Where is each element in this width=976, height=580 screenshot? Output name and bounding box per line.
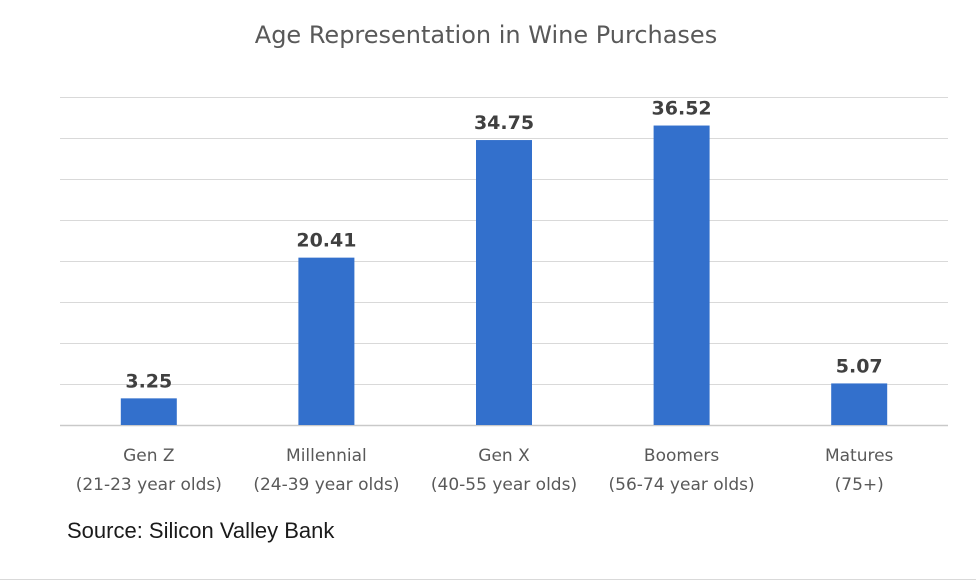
data-label: 3.25: [125, 370, 172, 392]
category-sublabel: (24-39 year olds): [253, 475, 399, 495]
bar-millennial: [298, 257, 355, 425]
category-label: Gen X: [478, 446, 530, 466]
bar-gen-x: [476, 140, 532, 426]
bars: [120, 125, 888, 426]
source-note: Source: Silicon Valley Bank: [67, 518, 335, 543]
category-sublabel: (40-55 year olds): [431, 475, 577, 495]
category-label: Matures: [825, 446, 894, 466]
chart-title: Age Representation in Wine Purchases: [255, 21, 717, 49]
bar-gen-z: [120, 398, 177, 425]
bar-matures: [831, 383, 888, 425]
category-sublabel: (56-74 year olds): [609, 475, 755, 495]
category-label: Millennial: [286, 446, 367, 466]
category-label: Boomers: [644, 446, 719, 466]
data-label: 20.41: [296, 230, 356, 252]
bar-boomers: [653, 125, 710, 425]
category-label: Gen Z: [123, 446, 174, 466]
data-labels: 3.25 20.41 34.75 36.52 5.07: [125, 98, 882, 393]
category-sublabel: (21-23 year olds): [76, 475, 222, 495]
category-labels: Gen Z (21-23 year olds) Millennial (24-39 y…: [76, 446, 894, 495]
category-sublabel: (75+): [835, 475, 884, 495]
data-label: 5.07: [836, 355, 883, 377]
data-label: 34.75: [474, 112, 534, 134]
data-label: 36.52: [652, 98, 712, 120]
